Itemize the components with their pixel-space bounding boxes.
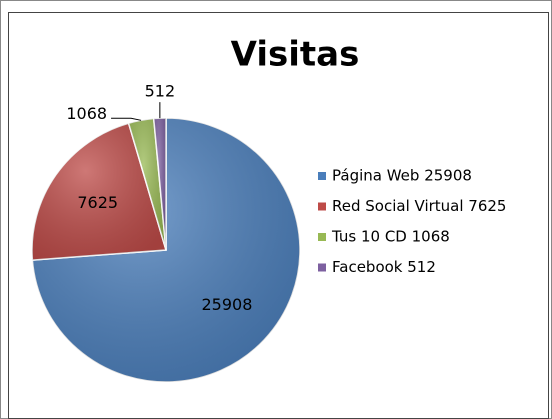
data-label: 7625 xyxy=(77,193,118,212)
slice-shade xyxy=(31,123,166,261)
chart-title: Visitas xyxy=(231,35,360,75)
data-label: 512 xyxy=(145,82,176,101)
legend-label: Tus 10 CD 1068 xyxy=(331,228,450,246)
leader-line xyxy=(111,117,142,121)
slice-shade xyxy=(153,118,166,250)
data-label: 1068 xyxy=(66,104,107,123)
legend-swatch xyxy=(318,263,326,272)
data-label: 25908 xyxy=(201,295,252,314)
legend-label: Página Web 25908 xyxy=(332,167,472,185)
legend-swatch xyxy=(318,233,326,241)
legend-label: Red Social Virtual 7625 xyxy=(332,197,506,215)
legend-label: Facebook 512 xyxy=(332,258,436,276)
legend-swatch xyxy=(318,172,326,180)
legend-swatch xyxy=(318,202,326,211)
